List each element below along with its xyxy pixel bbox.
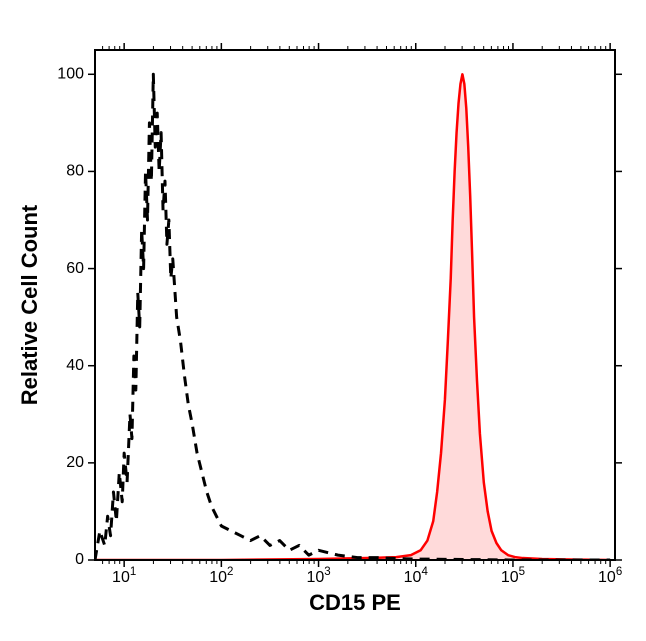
chart-svg: 020406080100101102103104105106CD15 PERel…: [0, 0, 646, 641]
y-tick-label: 40: [66, 357, 84, 374]
y-tick-label: 80: [66, 163, 84, 180]
y-axis-label: Relative Cell Count: [17, 204, 42, 405]
flow-cytometry-histogram: 020406080100101102103104105106CD15 PERel…: [0, 0, 646, 641]
y-tick-label: 60: [66, 260, 84, 277]
y-tick-label: 0: [75, 551, 84, 568]
x-axis-label: CD15 PE: [309, 590, 401, 615]
y-tick-label: 100: [57, 66, 84, 83]
y-tick-label: 20: [66, 454, 84, 471]
